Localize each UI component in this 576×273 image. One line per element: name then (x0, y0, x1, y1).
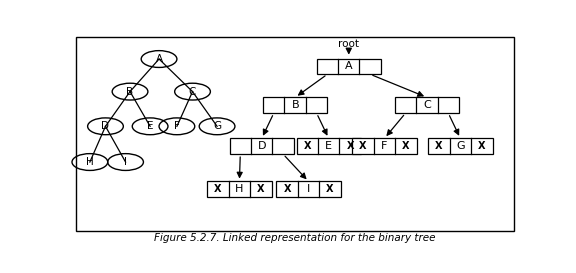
Bar (317, 58, 381, 74)
Text: I: I (307, 184, 310, 194)
Text: E: E (325, 141, 332, 151)
Text: X: X (359, 141, 367, 151)
Text: D: D (257, 141, 266, 151)
Text: H: H (86, 157, 94, 167)
Bar (276, 182, 341, 197)
Text: I: I (124, 157, 127, 167)
Text: X: X (326, 184, 334, 194)
Text: F: F (381, 141, 388, 151)
Text: X: X (435, 141, 443, 151)
Bar (207, 182, 271, 197)
Text: C: C (423, 100, 431, 110)
Bar (297, 138, 361, 154)
Text: G: G (456, 141, 465, 151)
Text: X: X (214, 184, 222, 194)
Text: X: X (402, 141, 410, 151)
Text: X: X (304, 141, 311, 151)
Text: X: X (283, 184, 291, 194)
Text: B: B (291, 100, 299, 110)
Text: X: X (346, 141, 354, 151)
Text: B: B (127, 87, 134, 97)
Text: C: C (189, 87, 196, 97)
Text: E: E (147, 121, 153, 131)
Text: A: A (156, 54, 162, 64)
Text: F: F (174, 121, 180, 131)
Bar (395, 97, 459, 113)
Text: X: X (478, 141, 486, 151)
Text: root: root (338, 39, 359, 49)
Bar (263, 97, 327, 113)
Text: G: G (213, 121, 221, 131)
Text: A: A (345, 61, 353, 72)
Text: D: D (101, 121, 109, 131)
Bar (230, 138, 294, 154)
FancyBboxPatch shape (77, 37, 514, 232)
Text: H: H (235, 184, 244, 194)
Text: Figure 5.2.7. Linked representation for the binary tree: Figure 5.2.7. Linked representation for … (154, 233, 436, 243)
Bar (353, 138, 416, 154)
Bar (428, 138, 492, 154)
Text: X: X (257, 184, 264, 194)
